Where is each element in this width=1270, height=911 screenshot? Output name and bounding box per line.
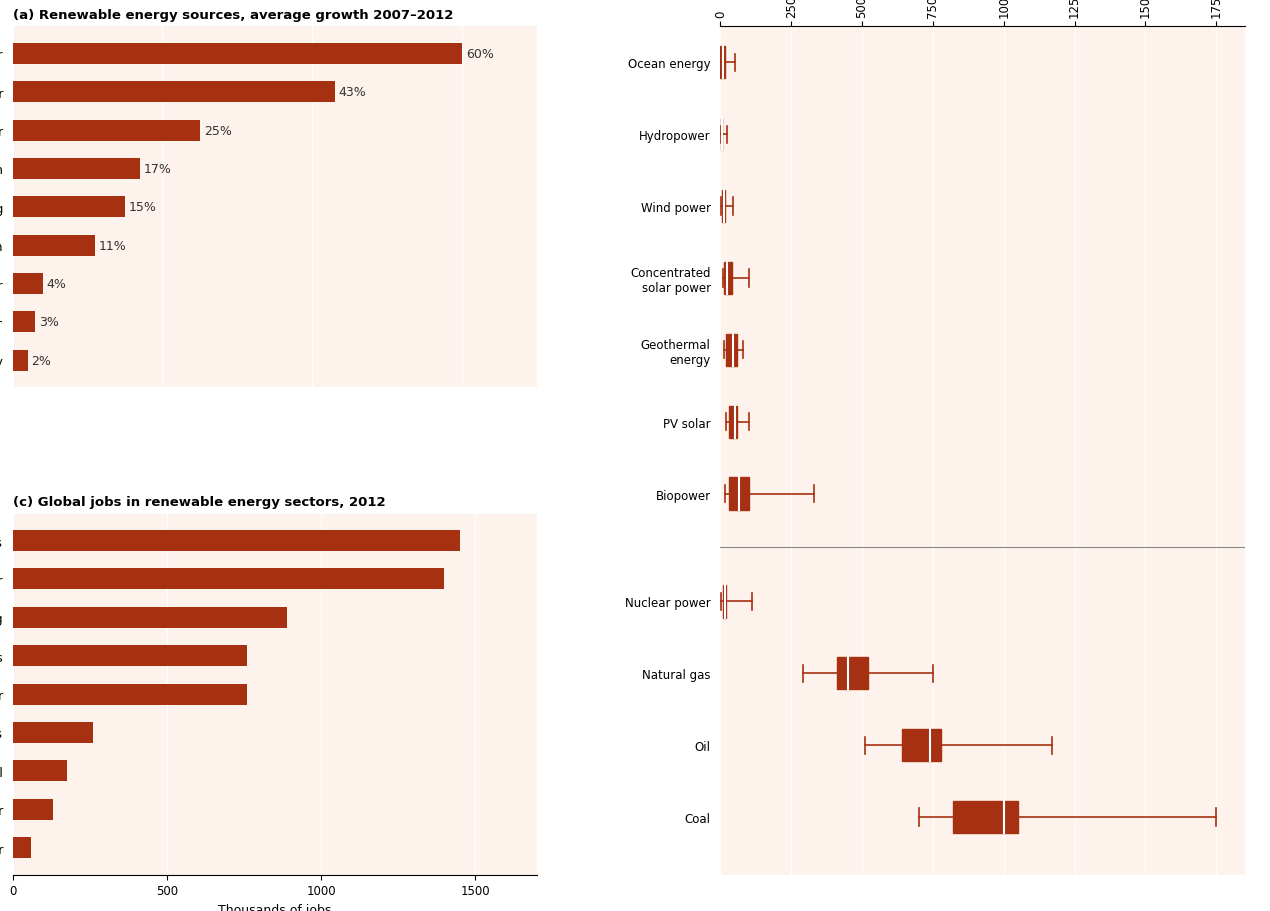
Bar [729,406,738,438]
Bar [13,530,460,551]
Text: 3%: 3% [39,316,58,329]
Bar [837,658,867,690]
Bar [13,159,140,179]
Bar [724,262,732,295]
Bar [723,190,725,223]
Bar [13,312,36,333]
Bar [13,235,95,257]
Bar [13,645,248,667]
Bar [726,334,737,366]
Text: (c) Global jobs in renewable energy sectors, 2012: (c) Global jobs in renewable energy sect… [13,496,385,508]
Bar [13,273,43,295]
Text: 15%: 15% [128,201,156,214]
Text: 11%: 11% [99,240,127,252]
Bar [13,197,124,218]
Bar [13,722,93,743]
Text: 60%: 60% [466,47,494,61]
Text: (a) Renewable energy sources, average growth 2007–2012: (a) Renewable energy sources, average gr… [13,9,453,22]
Text: 17%: 17% [144,163,171,176]
Text: 43%: 43% [339,87,366,99]
Bar [13,568,444,589]
Bar [13,799,53,820]
Bar [729,478,749,510]
Bar [13,351,28,372]
Bar [13,120,199,141]
Bar [952,801,1019,834]
Bar [720,47,725,79]
Bar [723,586,726,618]
Bar [13,684,248,705]
X-axis label: Thousands of jobs: Thousands of jobs [218,903,331,911]
Bar [902,729,941,762]
Bar [13,82,335,103]
Text: 25%: 25% [203,125,231,138]
Bar [13,44,462,65]
Bar [13,607,287,629]
Bar [13,761,66,782]
Bar [13,837,32,858]
Text: 2%: 2% [32,354,51,367]
Text: 4%: 4% [47,278,66,291]
